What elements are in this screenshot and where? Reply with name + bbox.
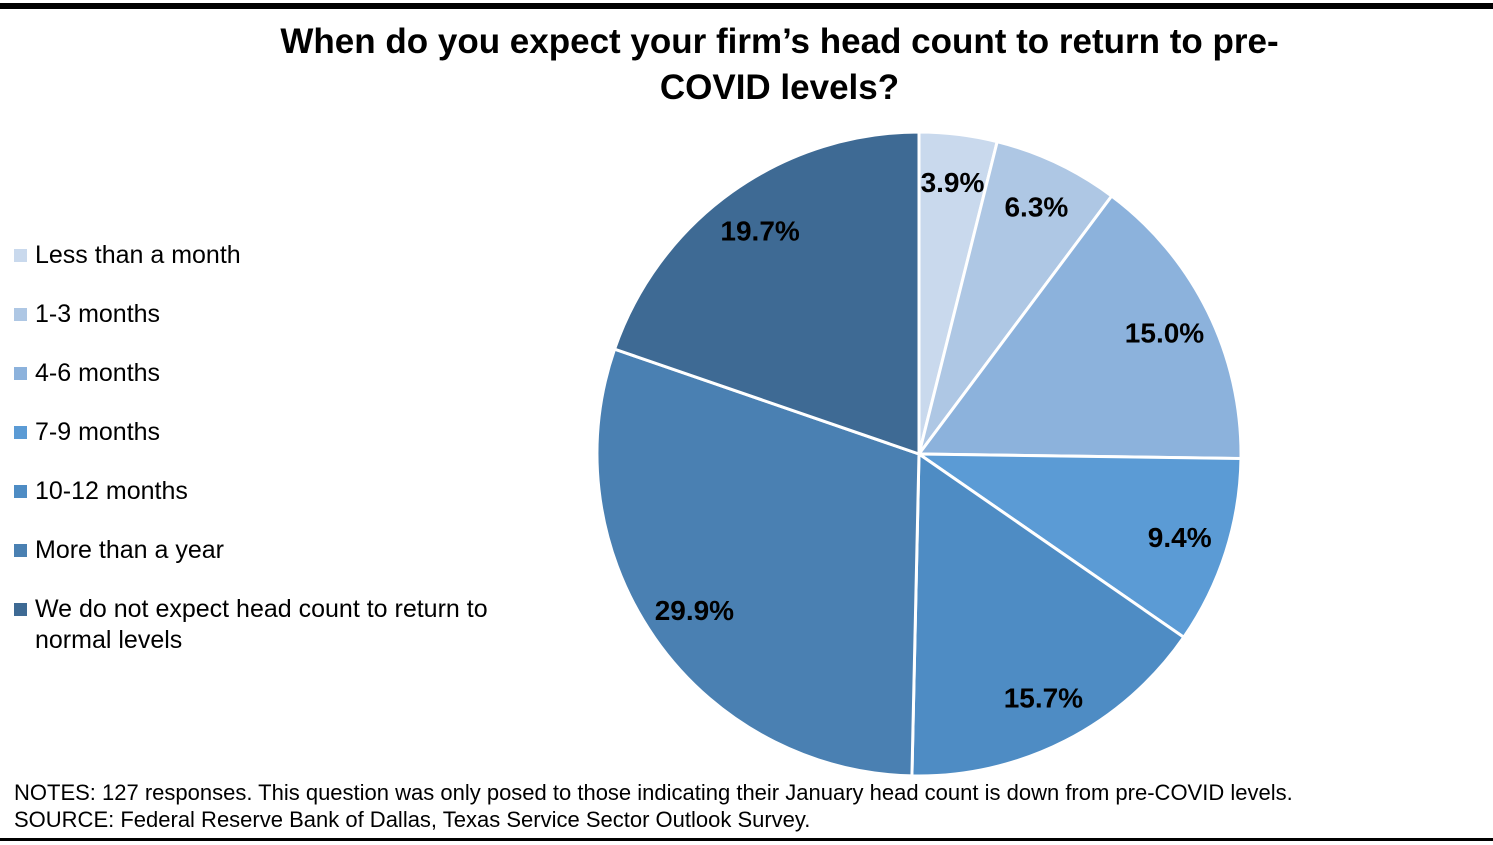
- legend-label: Less than a month: [35, 241, 241, 269]
- legend-swatch: [14, 367, 27, 380]
- legend-label: 10-12 months: [35, 477, 188, 505]
- legend-swatch: [14, 485, 27, 498]
- legend-swatch: [14, 603, 27, 616]
- chart-title-line1: When do you expect your firm’s head coun…: [280, 22, 1279, 61]
- legend-item: 4-6 months: [14, 358, 574, 389]
- bottom-border-rule: [0, 838, 1493, 841]
- pie-slice: [914, 452, 1243, 640]
- legend-swatch: [14, 544, 27, 557]
- chart-notes: NOTES: 127 responses. This question was …: [14, 779, 1293, 833]
- notes-line: NOTES: 127 responses. This question was …: [14, 780, 1293, 805]
- legend-label: 4-6 months: [35, 359, 161, 387]
- pie-slice-label: 19.7%: [720, 216, 799, 247]
- legend-label: 7-9 months: [35, 418, 161, 446]
- legend-item: More than a year: [14, 535, 574, 566]
- legend-item: 10-12 months: [14, 476, 574, 507]
- pie-slice: [910, 451, 1186, 778]
- legend-swatch: [14, 249, 27, 262]
- legend-swatch: [14, 308, 27, 321]
- pie-slice-label: 6.3%: [1004, 191, 1068, 222]
- pie-slice: [595, 347, 921, 778]
- pie-slice-label: 15.0%: [1125, 318, 1204, 349]
- legend-item: Less than a month: [14, 240, 574, 271]
- legend-label: We do not expect head count to return to…: [35, 595, 488, 654]
- pie-slice: [917, 139, 1114, 455]
- legend-label: More than a year: [35, 536, 224, 564]
- chart-title: When do you expect your firm’s head coun…: [66, 19, 1493, 111]
- pie-slice-label: 15.7%: [1004, 682, 1083, 713]
- legend-label: 1-3 months: [35, 300, 161, 328]
- legend-item: 7-9 months: [14, 417, 574, 448]
- source-line: SOURCE: Federal Reserve Bank of Dallas, …: [14, 807, 811, 832]
- pie-legend: Less than a month 1-3 months 4-6 months 7-9…: [14, 240, 574, 684]
- pie-slice-label: 3.9%: [921, 167, 985, 198]
- pie-slice-label: 9.4%: [1148, 522, 1212, 553]
- pie-slice: [612, 130, 921, 457]
- pie-slice: [916, 193, 1243, 461]
- pie-slice-label: 29.9%: [655, 595, 734, 626]
- legend-item: We do not expect head count to return to…: [14, 594, 574, 656]
- legend-item: 1-3 months: [14, 299, 574, 330]
- top-border-rule: [0, 3, 1493, 9]
- chart-title-line2: COVID levels?: [659, 68, 900, 107]
- legend-swatch: [14, 426, 27, 439]
